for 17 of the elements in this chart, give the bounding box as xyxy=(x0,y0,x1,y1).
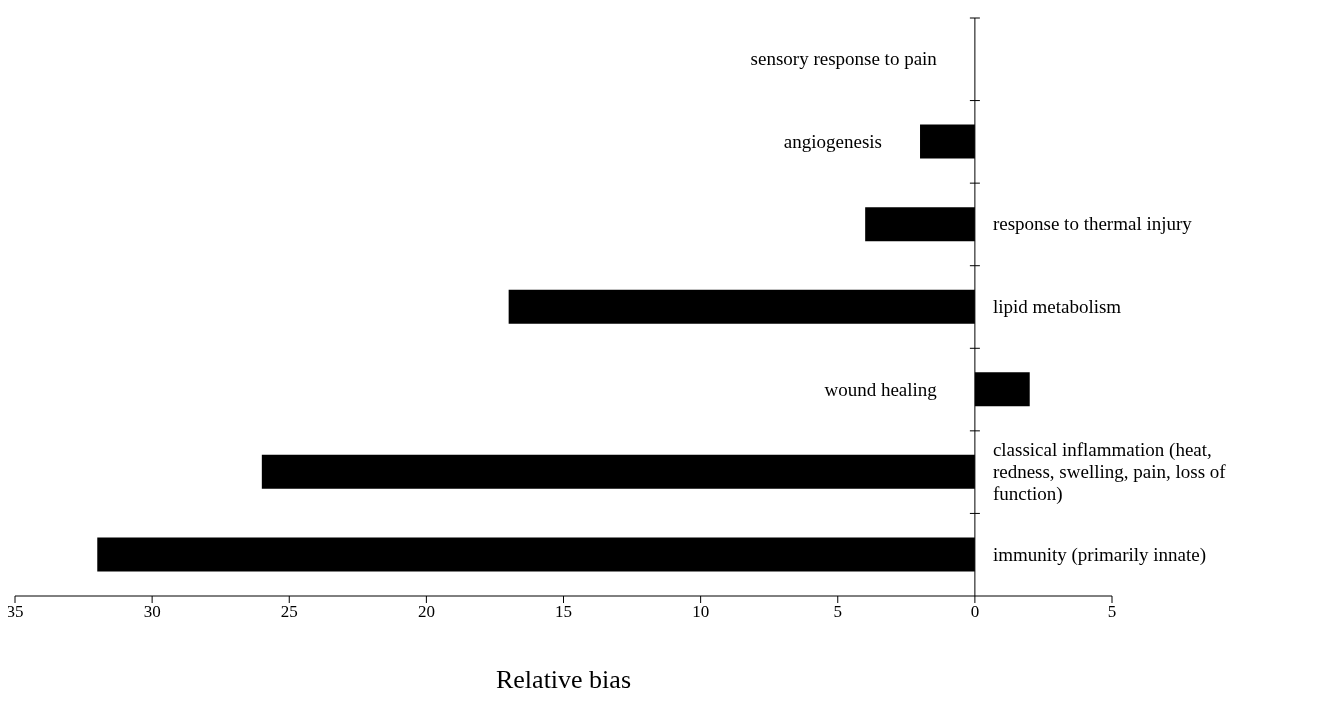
y-tick-label: classical inflammation (heat, redness, swelling, pain, loss of function) xyxy=(992,439,1227,506)
x-tick-label: 35 xyxy=(6,602,24,622)
x-tick-label: 15 xyxy=(555,602,572,622)
x-tick-label: 5 xyxy=(1107,602,1117,622)
y-tick-label: response to thermal injury xyxy=(992,213,1193,235)
x-tick-label: 30 xyxy=(143,602,161,622)
y-tick-label: immunity (primarily innate) xyxy=(992,543,1207,566)
x-tick-label: 25 xyxy=(280,602,298,622)
y-tick-label: angiogenesis xyxy=(783,130,883,152)
y-tick-label: lipid metabolism xyxy=(992,296,1122,317)
x-tick-label: 20 xyxy=(417,602,435,622)
y-tick-label: sensory response to pain xyxy=(750,48,938,70)
y-tick-label: wound healing xyxy=(824,378,938,400)
x-tick-label: 5 xyxy=(833,602,842,622)
x-tick-label: 10 xyxy=(692,602,710,622)
x-axis-title: Relative bias xyxy=(495,665,632,694)
x-tick-label: 0 xyxy=(970,602,980,622)
